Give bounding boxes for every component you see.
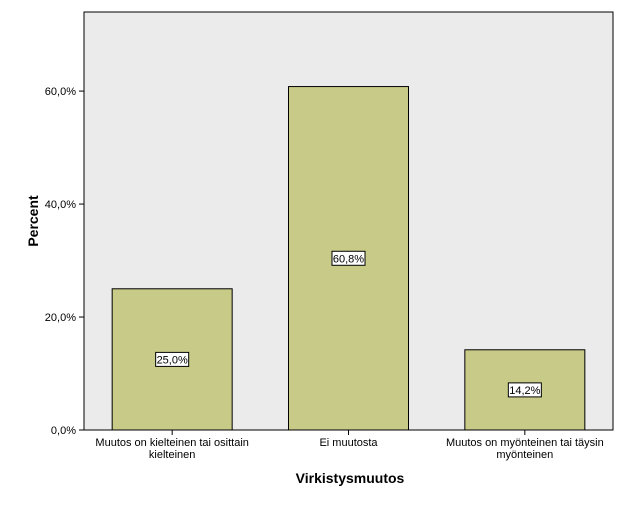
y-tick-label: 60,0% <box>45 86 76 98</box>
bar-value-label-box <box>331 250 366 266</box>
y-axis-title: Percent <box>25 195 41 247</box>
bar-value-label: 14,2% <box>509 385 540 397</box>
y-tick-label: 40,0% <box>45 199 76 211</box>
y-tick-label: 20,0% <box>45 312 76 324</box>
x-tick-label: Ei muutosta <box>319 437 378 449</box>
bar-value-label: 60,8% <box>333 253 364 265</box>
bar-value-label-box <box>155 351 190 367</box>
x-tick-label: Muutos on kielteinen tai osittain kieltei… <box>95 437 248 461</box>
bar-value-label: 25,0% <box>157 354 188 366</box>
x-tick-label: Muutos on myönteinen tai täysin myönteine… <box>446 437 604 461</box>
y-tick-label: 0,0% <box>51 425 76 437</box>
x-axis-title: Virkistysmuutos <box>296 470 405 486</box>
bar-value-label-box <box>507 382 542 398</box>
